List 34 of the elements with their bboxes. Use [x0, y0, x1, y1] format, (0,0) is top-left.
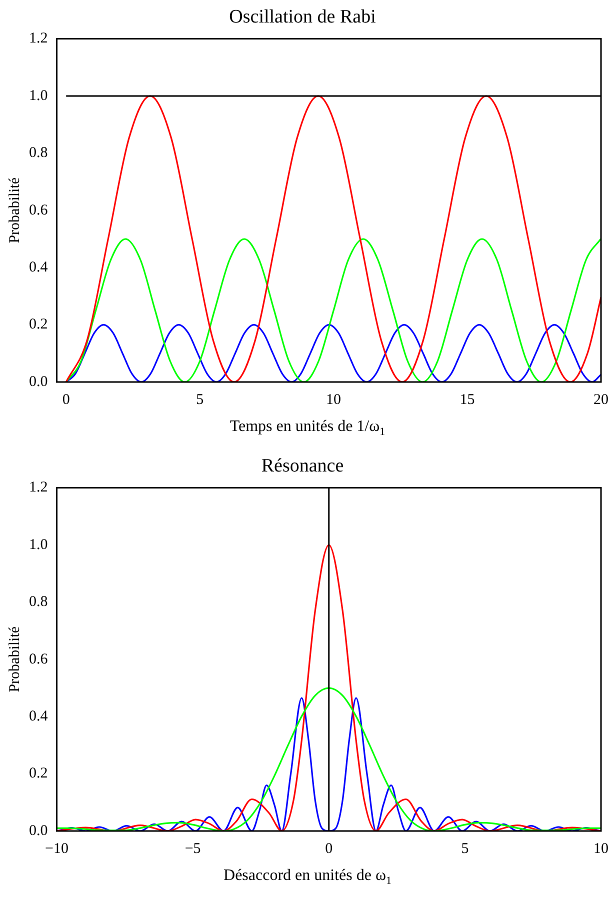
y-axis-title: Probabilité: [6, 177, 23, 244]
x-axis-title: Temps en unités de 1/ω$_{1}$: [228, 418, 386, 438]
y-tick-label: 0.0: [29, 822, 48, 839]
y-tick-label: 0.2: [29, 766, 48, 782]
y-tick-label: 0.4: [29, 708, 48, 725]
y-tick-label: 1.0: [29, 88, 48, 104]
y-tick-label: 1.0: [29, 536, 48, 553]
x-tick-label: 0: [325, 840, 333, 857]
line-series: [65, 324, 601, 382]
x-tick-label: −10: [45, 840, 68, 857]
y-tick-label: 0.0: [29, 374, 48, 390]
y-tick-label: 0.8: [29, 594, 48, 610]
y-tick-label: 1.2: [29, 30, 48, 47]
line-series: [65, 238, 601, 382]
x-tick-label: −5: [184, 840, 201, 857]
chart-title: Oscillation de Rabi: [229, 6, 376, 28]
x-tick-label: 5: [461, 840, 469, 857]
x-tick-label: 10: [326, 392, 342, 408]
y-tick-label: 0.6: [29, 202, 48, 218]
y-axis-title: Probabilité: [6, 626, 23, 692]
x-tick-label: 0: [62, 392, 70, 408]
y-tick-label: 0.2: [29, 316, 48, 333]
line-series: [65, 95, 601, 382]
chart-title: Résonance: [261, 455, 344, 476]
y-tick-label: 0.4: [29, 260, 48, 276]
y-tick-label: 1.2: [29, 480, 48, 496]
line-series: [56, 544, 601, 831]
y-tick-label: 0.6: [29, 651, 48, 668]
x-tick-label: 20: [594, 392, 608, 408]
x-axis-title: Désaccord en unités de ω$_{1}$: [222, 867, 392, 888]
y-tick-label: 0.8: [29, 145, 48, 162]
x-tick-label: 10: [594, 840, 608, 857]
x-tick-label: 5: [196, 392, 204, 408]
x-tick-label: 15: [460, 392, 475, 408]
